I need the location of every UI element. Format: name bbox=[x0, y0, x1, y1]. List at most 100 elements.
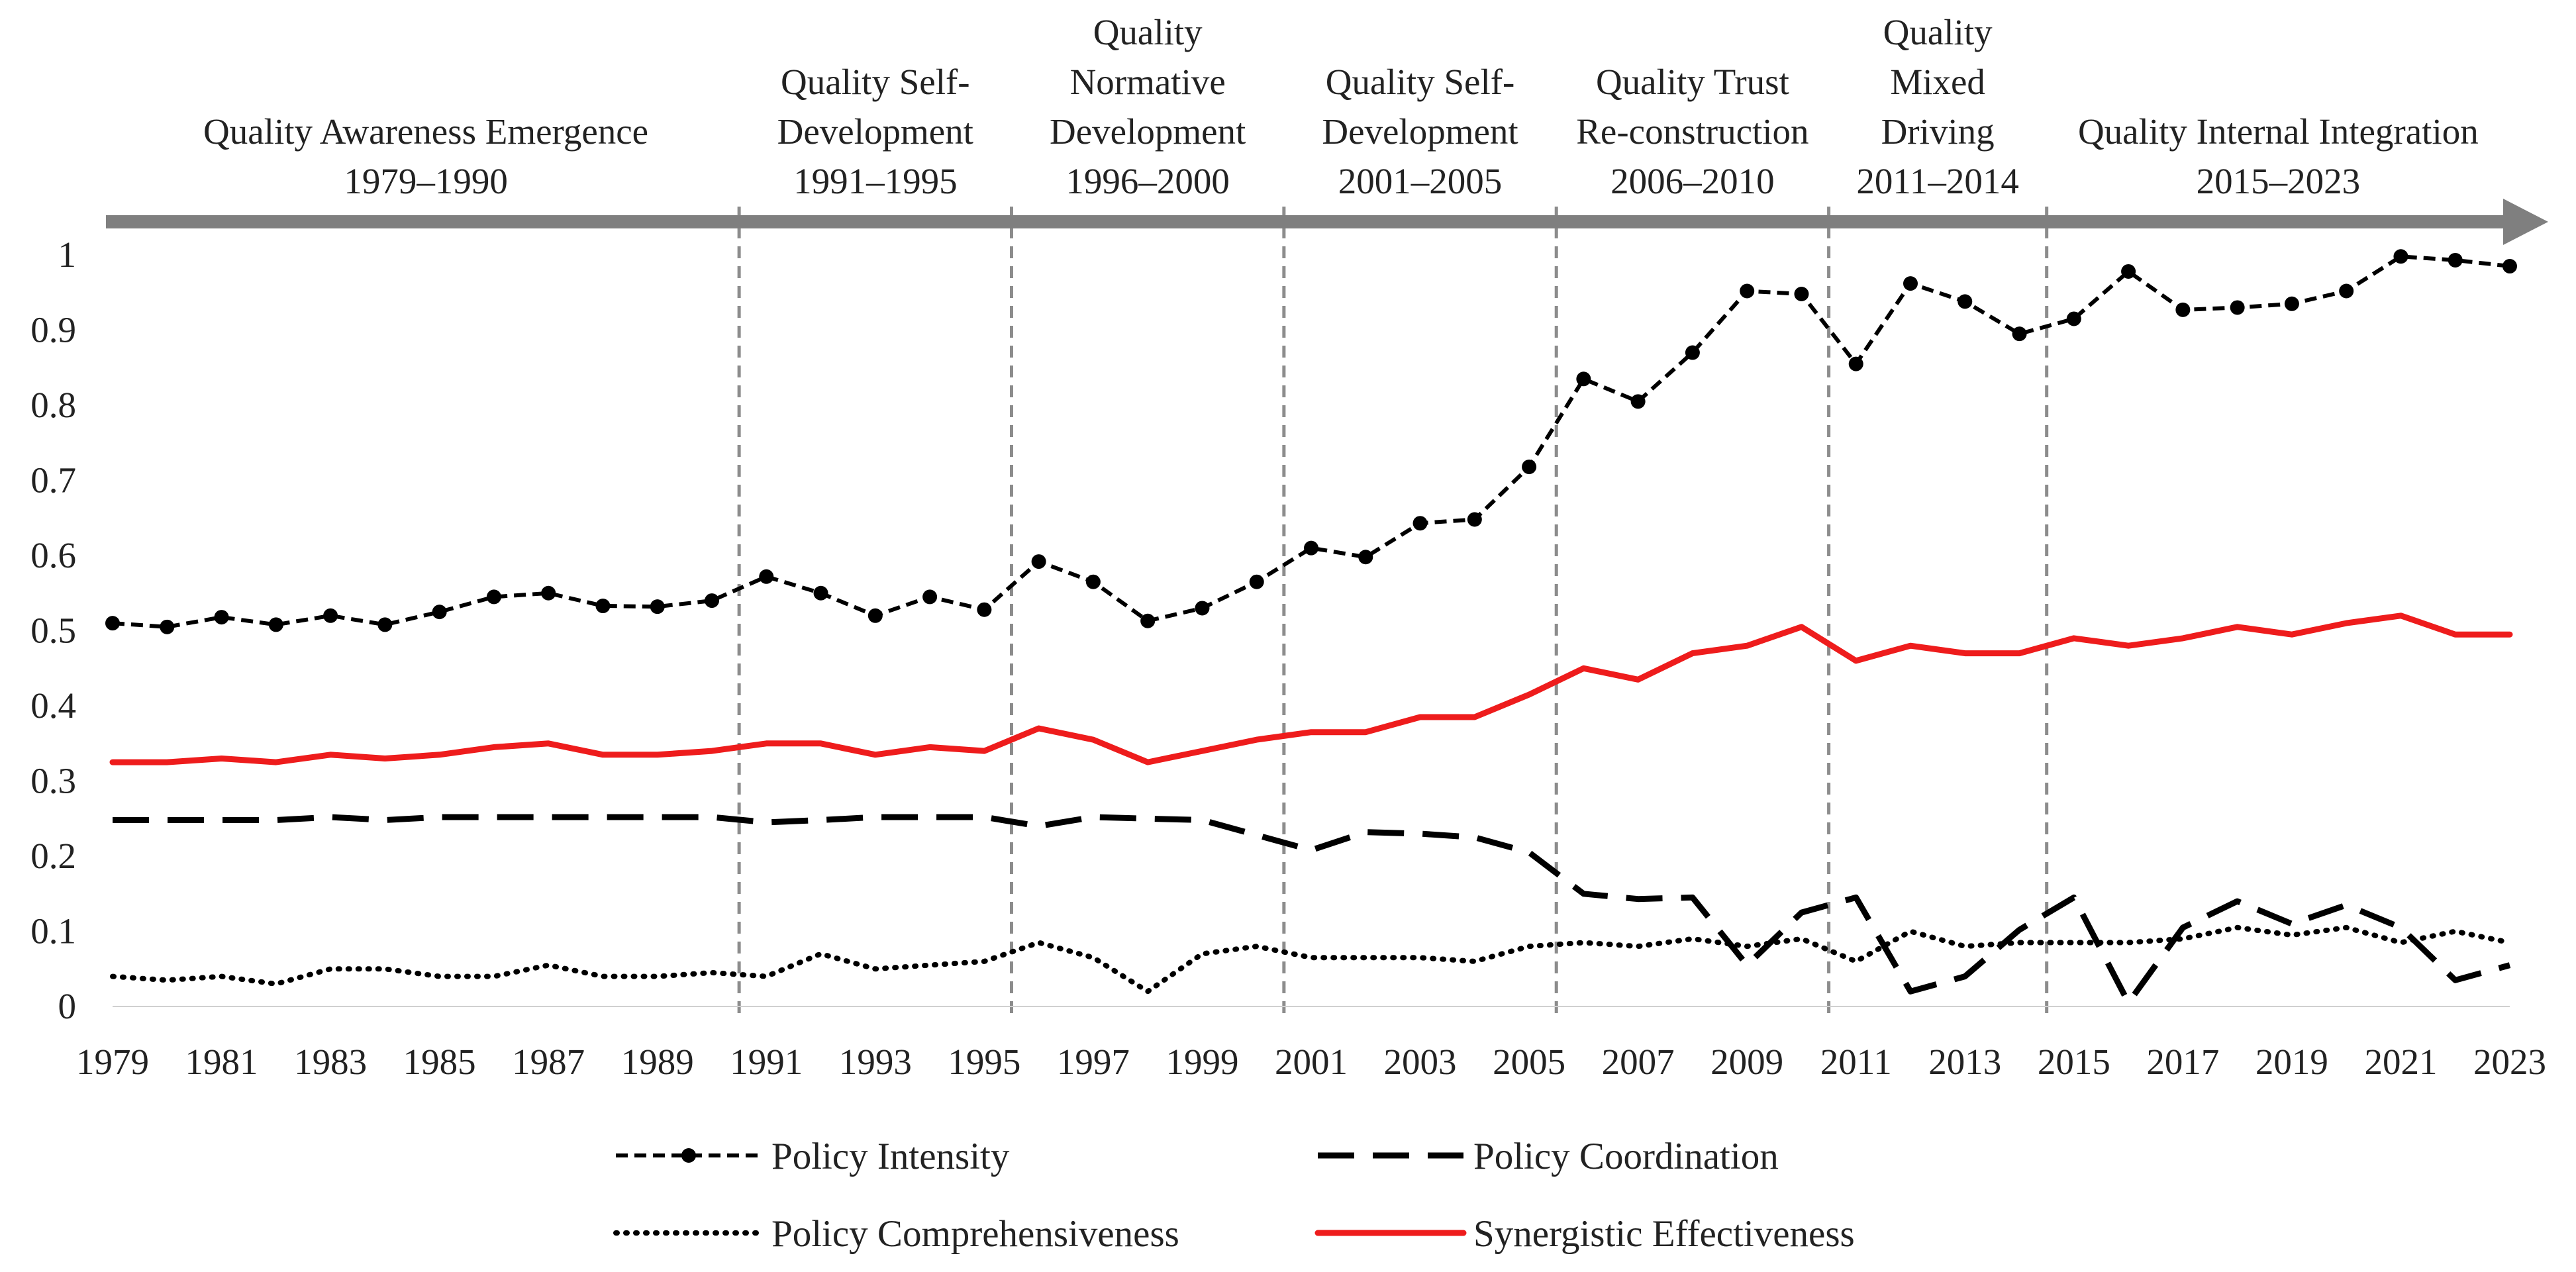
data-point-marker bbox=[1031, 554, 1046, 569]
x-axis: 1979 1981 1983 1985 1987 1989 1991 1993 1995 1997… bbox=[76, 1006, 2546, 1082]
data-point-marker bbox=[105, 616, 120, 631]
stage-label: Development bbox=[777, 111, 973, 152]
stage-label: Quality bbox=[1883, 12, 1993, 52]
series-policy-comprehensiveness bbox=[110, 924, 2512, 995]
legend-item: Synergistic Effectiveness bbox=[1314, 1213, 1855, 1255]
series-line bbox=[112, 254, 2510, 629]
x-tick-label: 1999 bbox=[1165, 1042, 1238, 1082]
x-tick-label: 1983 bbox=[294, 1042, 367, 1082]
data-point-marker bbox=[1412, 516, 1428, 531]
y-tick-label: 0.7 bbox=[30, 460, 76, 501]
y-axis: 0 0.1 0.2 0.3 0.4 0.5 0.6 0.7 0.8 0.9 1 bbox=[30, 234, 76, 1026]
data-point-marker bbox=[2284, 296, 2299, 311]
stage-label: Re-construction bbox=[1576, 111, 1808, 152]
x-tick-label: 1995 bbox=[948, 1042, 1020, 1082]
data-point-marker bbox=[2393, 249, 2408, 264]
series-policy-intensity bbox=[105, 249, 2517, 634]
x-tick-label: 1997 bbox=[1057, 1042, 1130, 1082]
x-tick-label: 1981 bbox=[185, 1042, 258, 1082]
y-tick-label: 0.3 bbox=[30, 761, 76, 801]
data-point-marker bbox=[377, 617, 393, 632]
x-tick-label: 2011 bbox=[1820, 1042, 1892, 1082]
x-tick-label: 2013 bbox=[1928, 1042, 2001, 1082]
series-line bbox=[109, 612, 2513, 765]
stage-label: 2011–2014 bbox=[1856, 161, 2018, 201]
stage-label: Quality bbox=[1093, 12, 1203, 52]
data-point-marker bbox=[486, 589, 501, 605]
data-point-marker bbox=[541, 585, 556, 601]
data-point-marker bbox=[867, 608, 883, 623]
x-tick-label: 1979 bbox=[76, 1042, 149, 1082]
y-tick-label: 1 bbox=[58, 234, 77, 275]
data-point-marker bbox=[2066, 311, 2081, 326]
data-point-marker bbox=[2230, 300, 2245, 315]
data-point-marker bbox=[1140, 613, 1156, 628]
data-point-marker bbox=[268, 617, 283, 632]
series-policy-coordination bbox=[113, 814, 2511, 1006]
y-tick-label: 0.8 bbox=[30, 385, 76, 425]
stage-label: 2001–2005 bbox=[1338, 161, 1503, 201]
data-point-marker bbox=[214, 610, 229, 625]
x-tick-label: 1993 bbox=[839, 1042, 912, 1082]
data-point-marker bbox=[1467, 512, 1482, 527]
x-tick-label: 1987 bbox=[512, 1042, 585, 1082]
stage-label: 2006–2010 bbox=[1610, 161, 1775, 201]
timeline-arrowhead bbox=[2503, 199, 2548, 245]
data-point-marker bbox=[1085, 574, 1101, 589]
data-point-marker bbox=[595, 599, 611, 614]
stage-label: Quality Self- bbox=[781, 62, 970, 102]
data-point-marker bbox=[2339, 283, 2354, 299]
stage-label: 2015–2023 bbox=[2197, 161, 2361, 201]
x-tick-label: 2021 bbox=[2364, 1042, 2437, 1082]
data-point-marker bbox=[650, 599, 665, 614]
legend-label: Policy Coordination bbox=[1473, 1136, 1779, 1177]
stage-label: Driving bbox=[1881, 111, 1995, 152]
data-point-marker bbox=[1848, 356, 1863, 371]
data-point-marker bbox=[759, 569, 774, 584]
x-tick-label: 2017 bbox=[2146, 1042, 2219, 1082]
x-tick-label: 2003 bbox=[1384, 1042, 1457, 1082]
series-synergistic-effectiveness bbox=[109, 612, 2513, 765]
data-point-marker bbox=[705, 593, 719, 609]
y-tick-label: 0.5 bbox=[30, 611, 76, 651]
stage-label: Quality Self- bbox=[1326, 62, 1515, 102]
y-tick-label: 0.1 bbox=[30, 911, 76, 952]
y-tick-label: 0 bbox=[58, 986, 77, 1026]
data-point-marker bbox=[1794, 287, 1809, 302]
data-point-marker bbox=[2175, 302, 2191, 317]
y-tick-label: 0.6 bbox=[30, 535, 76, 575]
stage-label: Quality Internal Integration bbox=[2078, 111, 2479, 152]
legend-item: Policy Intensity bbox=[616, 1136, 1010, 1177]
data-point-marker bbox=[2448, 252, 2463, 268]
data-point-marker bbox=[2012, 326, 2027, 342]
legend: Policy Intensity Policy Coordination Polic… bbox=[613, 1136, 1855, 1255]
stage-label: Development bbox=[1050, 111, 1246, 152]
data-point-marker bbox=[1903, 276, 1918, 291]
data-point-marker bbox=[432, 605, 447, 620]
x-tick-label: 1985 bbox=[403, 1042, 476, 1082]
stage-label: 1979–1990 bbox=[344, 161, 508, 201]
data-point-marker bbox=[1740, 283, 1755, 299]
data-point-marker bbox=[1195, 601, 1210, 616]
data-point-marker bbox=[922, 589, 938, 605]
data-point-marker bbox=[1304, 540, 1318, 556]
x-tick-label: 2019 bbox=[2255, 1042, 2328, 1082]
series-line bbox=[110, 924, 2512, 995]
stage-label: 1991–1995 bbox=[793, 161, 958, 201]
timeline-arrow bbox=[106, 199, 2548, 245]
data-point-marker bbox=[1522, 460, 1537, 475]
x-tick-label: 2009 bbox=[1710, 1042, 1783, 1082]
x-tick-label: 1991 bbox=[730, 1042, 803, 1082]
data-point-marker bbox=[1957, 294, 1973, 309]
data-point-marker bbox=[1685, 345, 1700, 360]
legend-item: Policy Comprehensiveness bbox=[613, 1213, 1179, 1255]
stage-label: Quality Awareness Emergence bbox=[203, 111, 648, 152]
data-point-marker bbox=[1630, 394, 1646, 409]
legend-label: Synergistic Effectiveness bbox=[1473, 1213, 1855, 1255]
x-tick-label: 2005 bbox=[1493, 1042, 1565, 1082]
x-tick-label: 2007 bbox=[1602, 1042, 1675, 1082]
legend-label: Policy Comprehensiveness bbox=[771, 1213, 1179, 1255]
data-point-marker bbox=[1249, 574, 1264, 589]
legend-item: Policy Coordination bbox=[1318, 1136, 1779, 1177]
